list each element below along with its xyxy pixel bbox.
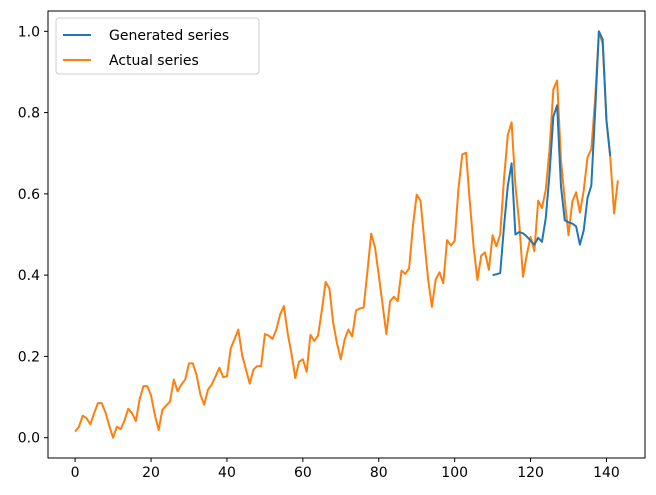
- plot-area: [74, 30, 619, 439]
- x-tick-label: 100: [441, 465, 468, 481]
- plot-frame: [47, 10, 646, 459]
- x-tick-label: 20: [142, 465, 160, 481]
- legend-label-actual-series: Actual series: [109, 53, 199, 69]
- y-tick-label: 1.0: [18, 24, 40, 40]
- y-tick-label: 0.8: [18, 106, 40, 122]
- x-tick-label: 0: [71, 465, 80, 481]
- legend-label-generated-series: Generated series: [109, 28, 229, 44]
- x-tick-label: 40: [218, 465, 236, 481]
- legend: Generated series Actual series: [55, 17, 260, 75]
- y-axis: 0.0 0.2 0.4 0.6 0.8 1.0: [18, 24, 48, 447]
- generated-series-line: [492, 30, 612, 277]
- legend-box: [55, 17, 260, 75]
- x-tick-label: 60: [294, 465, 312, 481]
- x-tick-label: 120: [517, 465, 544, 481]
- y-tick-label: 0.0: [18, 431, 40, 447]
- y-tick-label: 0.2: [18, 349, 40, 365]
- x-axis: 0 20 40 60 80 100 120 140: [71, 458, 620, 481]
- x-tick-label: 140: [593, 465, 620, 481]
- y-tick-label: 0.4: [18, 268, 40, 284]
- x-tick-label: 80: [370, 465, 388, 481]
- y-tick-label: 0.6: [18, 187, 40, 203]
- actual-series-line: [74, 30, 619, 439]
